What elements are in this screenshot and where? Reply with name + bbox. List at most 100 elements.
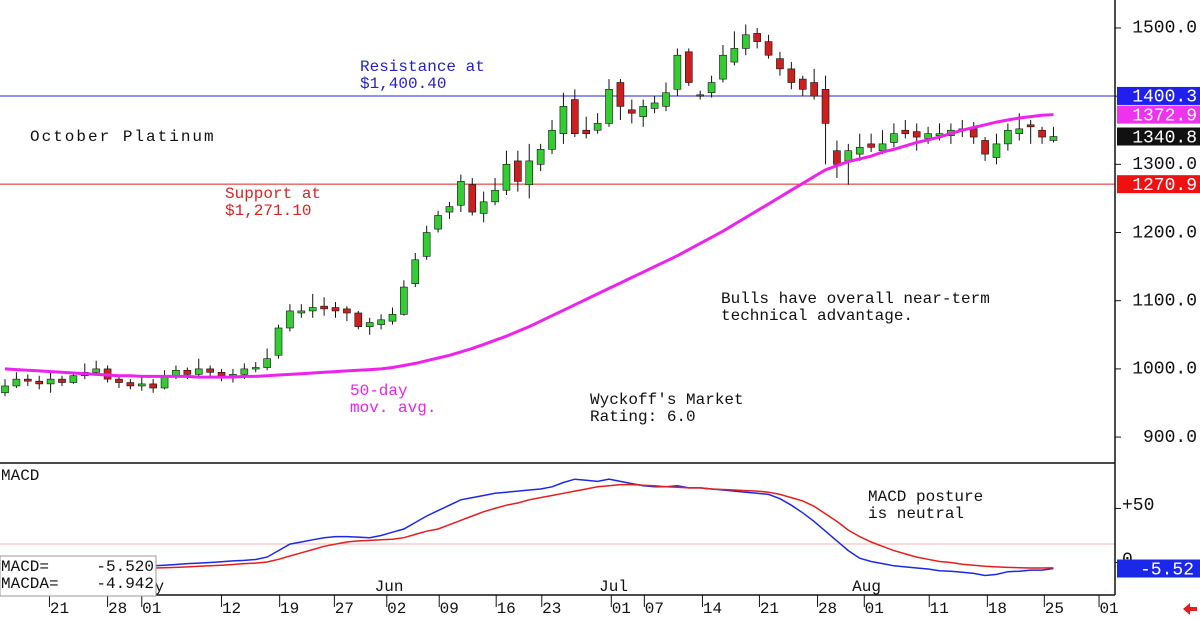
- month-label: Jul: [599, 578, 628, 596]
- candle-body: [183, 369, 192, 375]
- legend-value: -4.942: [96, 575, 154, 593]
- candle-body: [137, 383, 146, 387]
- price-label-box: [1117, 175, 1200, 194]
- candle-body: [696, 94, 704, 97]
- candle-body: [1015, 128, 1024, 134]
- candle-body: [559, 106, 568, 134]
- x-tick-label: 09: [440, 600, 459, 618]
- candle-body: [673, 54, 682, 90]
- month-label: Aug: [852, 578, 881, 596]
- x-tick-label: 12: [222, 600, 241, 618]
- annotation: $1,400.40: [360, 75, 446, 93]
- candle-body: [491, 189, 499, 203]
- candle-body: [297, 310, 306, 314]
- annotation: Wyckoff's Market: [590, 391, 744, 409]
- candle-body: [365, 322, 374, 327]
- candle-body: [115, 378, 123, 383]
- x-tick-label: 07: [645, 600, 664, 618]
- candle-body: [286, 310, 294, 329]
- macd-line: [153, 478, 1054, 577]
- candle-body: [388, 314, 397, 322]
- x-tick-label: 11: [930, 600, 949, 618]
- candle-body: [514, 160, 522, 182]
- candle-body: [890, 133, 898, 143]
- candle-body: [343, 308, 351, 314]
- candle-body: [69, 375, 78, 383]
- x-tick-label: 28: [818, 600, 837, 618]
- candle-body: [422, 232, 431, 257]
- candle-body: [810, 82, 818, 97]
- candle-body: [274, 327, 283, 356]
- candle-body: [1026, 124, 1035, 128]
- panel-title: MACD: [1, 467, 39, 485]
- price-label: -5.52: [1140, 560, 1194, 580]
- y-tick-label: 1500.0: [1132, 19, 1197, 39]
- macd-line: [153, 483, 1054, 569]
- candle-body: [969, 128, 978, 138]
- annotation: 50-day: [350, 382, 408, 400]
- candle-body: [46, 378, 55, 385]
- candle-body: [12, 378, 21, 387]
- y-tick-label: 1100.0: [1132, 291, 1197, 311]
- candle-body: [798, 78, 807, 90]
- candle-body: [730, 48, 739, 63]
- candle-body: [1049, 136, 1058, 141]
- candle-body: [787, 68, 796, 83]
- y-tick-label: 900.0: [1143, 428, 1197, 448]
- candle-body: [24, 378, 32, 382]
- candle-body: [434, 215, 442, 230]
- x-tick-label: 01: [142, 600, 161, 618]
- candle-body: [1038, 129, 1046, 138]
- x-tick-label: 01: [1099, 600, 1118, 618]
- y-tick-label: +50: [1122, 496, 1154, 516]
- candle-body: [741, 34, 750, 49]
- candle-body: [502, 164, 511, 191]
- candle-body: [719, 54, 727, 80]
- x-tick-label: 01: [612, 600, 631, 618]
- price-label-box: [1117, 127, 1200, 146]
- candle-body: [308, 307, 317, 312]
- candle-body: [878, 143, 887, 151]
- annotation: Resistance at: [360, 58, 485, 76]
- x-tick-label: 27: [335, 600, 354, 618]
- x-tick-label: 21: [760, 600, 779, 618]
- annotation: MACD posture: [868, 488, 983, 506]
- x-tick-label: 23: [542, 600, 561, 618]
- candle-body: [445, 206, 454, 213]
- moving-average: [4, 113, 1054, 379]
- candle-body: [821, 89, 830, 124]
- y-tick-label: 1300.0: [1132, 155, 1197, 175]
- annotation: technical advantage.: [721, 307, 913, 325]
- candle-body: [616, 82, 625, 107]
- candle-body: [992, 143, 1001, 158]
- candle-body: [776, 58, 784, 70]
- candle-body: [639, 106, 647, 117]
- y-tick-label: 1000.0: [1132, 360, 1197, 380]
- annotation: Rating: 6.0: [590, 408, 696, 426]
- candle-body: [126, 382, 135, 387]
- x-tick-label: 28: [108, 600, 127, 618]
- price-label: 1400.3: [1132, 88, 1197, 108]
- candle-body: [1004, 129, 1012, 145]
- candle-body: [354, 312, 363, 327]
- x-tick-label: 01: [865, 600, 884, 618]
- candle-body: [582, 129, 591, 134]
- price-label-box: [1117, 559, 1200, 578]
- candle-body: [1, 385, 9, 394]
- candle-body: [149, 383, 157, 389]
- candle-body: [411, 259, 420, 284]
- candle-body: [331, 307, 340, 312]
- x-tick-label: 14: [703, 600, 722, 618]
- candle-body: [650, 102, 659, 109]
- scroll-arrow: [1183, 603, 1197, 615]
- x-tick-label: 02: [387, 600, 406, 618]
- candle-body: [867, 143, 875, 148]
- x-tick-label: 25: [1045, 600, 1064, 618]
- x-tick-label: 18: [988, 600, 1007, 618]
- candle-body: [855, 146, 864, 155]
- candle-body: [263, 358, 271, 368]
- annotation: mov. avg.: [350, 399, 436, 417]
- candle-body: [217, 372, 226, 377]
